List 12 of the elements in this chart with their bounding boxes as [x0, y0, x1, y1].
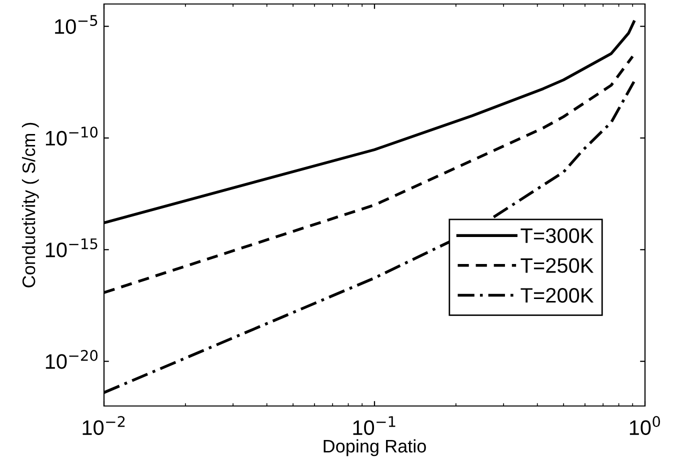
x-axis-title: Doping Ratio	[324, 439, 426, 456]
x-tick-label: 10$^{−1}$	[353, 416, 396, 436]
y-axis-title: Conductivity ( S/cm )	[22, 122, 39, 288]
y-tick-label: 10$^{−15}$	[46, 238, 98, 258]
legend-label: T=250K	[520, 258, 594, 273]
legend-label: T=300K	[520, 228, 594, 244]
x-tick-label: 10$^{0}$	[630, 416, 660, 436]
y-tick-label: 10$^{−20}$	[46, 350, 98, 369]
y-tick-label: 10$^{−5}$	[55, 15, 98, 34]
y-tick-label: 10$^{−10}$	[46, 126, 98, 146]
x-tick-label: 10$^{−2}$	[82, 416, 125, 436]
legend-label: T=200K	[520, 288, 594, 303]
